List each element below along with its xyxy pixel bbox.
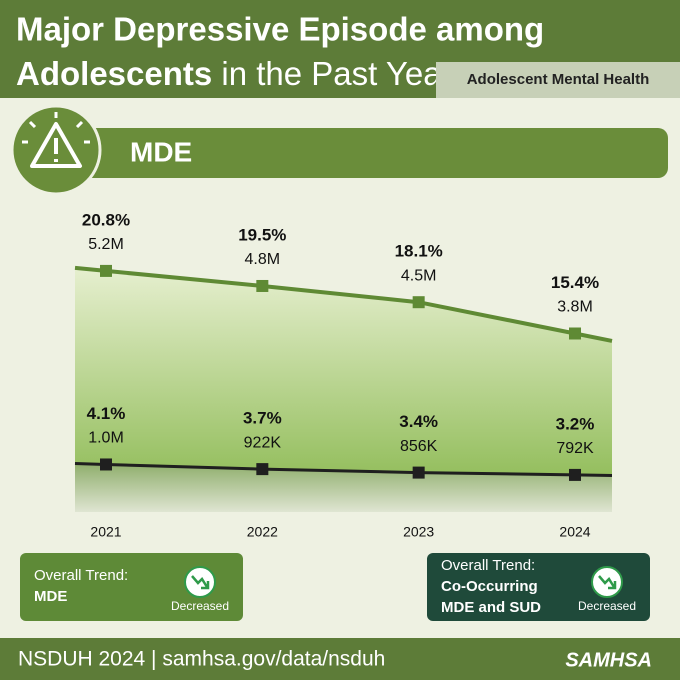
line — [105, 462, 576, 477]
value-label: 3.7% — [243, 409, 282, 428]
count-label: 5.2M — [88, 236, 124, 253]
point — [412, 466, 425, 479]
logo: SAMHSA — [565, 649, 652, 671]
x-tick-label: 2024 — [559, 524, 590, 540]
icon-rays — [22, 112, 90, 144]
trend-box — [20, 553, 243, 621]
trend-name: MDE and SUD — [441, 599, 541, 616]
count-label: 4.5M — [401, 267, 437, 284]
trend-label: Overall Trend: — [441, 557, 535, 574]
point — [256, 463, 269, 476]
point — [569, 468, 581, 481]
area — [75, 463, 612, 512]
count-label: 922K — [244, 434, 282, 451]
footer — [0, 638, 680, 680]
value-label: 15.4% — [551, 273, 599, 292]
point — [569, 327, 581, 340]
trend-status: Decreased — [578, 599, 636, 613]
banner — [40, 128, 668, 178]
trend-name: Co-Occurring — [441, 578, 538, 595]
title-bold: Adolescents — [16, 55, 212, 92]
x-tick-label: 2022 — [247, 524, 278, 540]
trend-label: Overall Trend: — [34, 567, 128, 584]
footer-source: NSDUH 2024 | samhsa.gov/data/nsduh — [18, 648, 385, 671]
value-label: 18.1% — [395, 242, 443, 261]
trend-name: MDE — [34, 588, 67, 605]
point — [100, 458, 112, 471]
line-extension — [574, 473, 613, 477]
point — [256, 279, 269, 292]
trend-arrow — [598, 575, 617, 590]
point — [100, 264, 112, 277]
trends: Overall Trend: MDE Decreased Overall Trend:… — [34, 557, 636, 616]
title: Adolescents in the Past Year — [16, 55, 453, 92]
tag — [436, 62, 680, 98]
area — [75, 267, 612, 512]
point — [412, 296, 425, 309]
line — [105, 268, 576, 336]
count-label: 3.8M — [557, 299, 593, 316]
count-label: 1.0M — [88, 430, 124, 447]
trend-arrow — [191, 575, 210, 590]
x-tick-label: 2023 — [403, 524, 434, 540]
count-label: 792K — [556, 440, 594, 457]
value-label: 3.4% — [399, 412, 438, 431]
warning-icon — [30, 122, 82, 168]
value-label: 3.2% — [556, 414, 595, 433]
count-label: 4.8M — [245, 251, 281, 268]
tag-text: Adolescent Mental Health — [467, 71, 650, 88]
value-label: 19.5% — [238, 225, 286, 244]
banner-label: MDE — [130, 136, 192, 167]
trend-box — [427, 553, 650, 621]
value-label: 20.8% — [82, 210, 130, 229]
x-tick-label: 2021 — [90, 524, 121, 540]
trend-status: Decreased — [171, 599, 229, 613]
title-rest: in the Past Year — [212, 55, 452, 92]
count-label: 856K — [400, 438, 438, 455]
title: Major Depressive Episode among — [16, 11, 544, 48]
chart: 20.8% 5.2M 19.5% 4.8M 18.1% 4.5M 15.4% 3.8M 4.1%… — [74, 210, 613, 540]
value-label: 4.1% — [87, 404, 126, 423]
line-extension — [574, 331, 613, 343]
